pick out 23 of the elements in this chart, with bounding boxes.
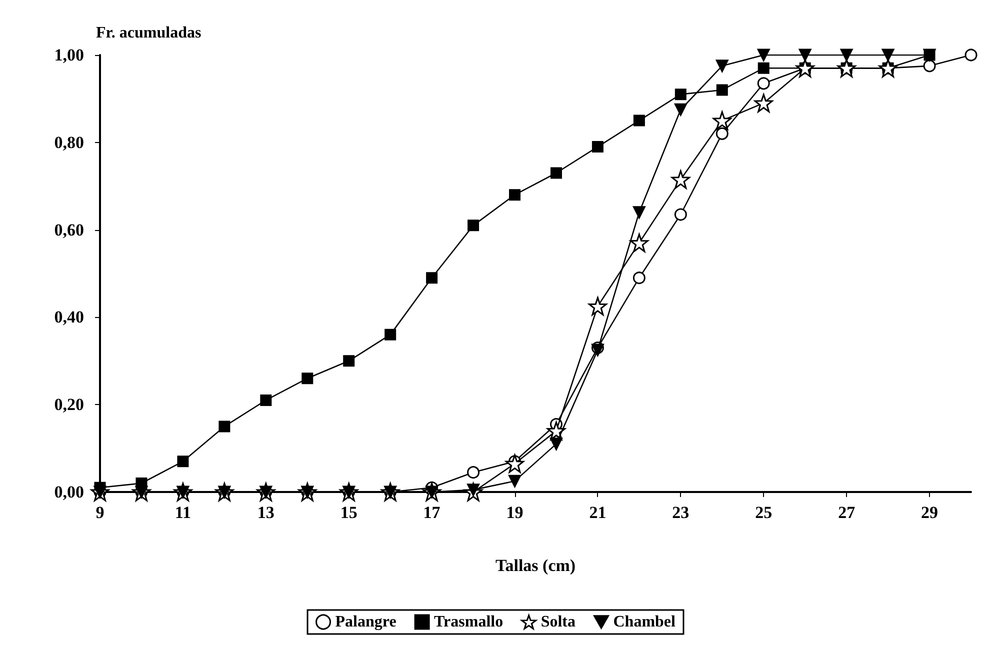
x-axis-title: Tallas (cm) (495, 556, 576, 575)
x-tick-label: 17 (423, 503, 441, 522)
y-tick-label: 0,00 (54, 482, 84, 502)
x-tick-label: 23 (672, 503, 690, 522)
x-tick-label: 21 (589, 503, 606, 522)
y-tick-label: 0,20 (54, 395, 84, 414)
x-tick-label: 9 (96, 503, 104, 522)
y-tick-label: 0,40 (54, 308, 84, 327)
x-tick-label: 27 (838, 503, 856, 522)
y-axis-title: Fr. acumuladas (96, 24, 202, 42)
legend-label: Palangre (335, 614, 396, 630)
y-tick-label: 0,60 (54, 220, 84, 240)
x-tick-label: 25 (755, 503, 772, 522)
y-tick-label: 0,80 (54, 132, 84, 152)
x-tick-label: 15 (340, 503, 358, 522)
legend-label: Trasmallo (434, 614, 504, 630)
x-tick-label: 13 (257, 503, 274, 522)
x-tick-label: 11 (174, 503, 191, 522)
y-tick-label: 1,00 (54, 46, 84, 64)
legend-label: Chambel (613, 614, 676, 630)
x-tick-label: 29 (921, 503, 938, 522)
x-tick-label: 19 (506, 503, 524, 522)
legend-label: Solta (540, 614, 576, 630)
